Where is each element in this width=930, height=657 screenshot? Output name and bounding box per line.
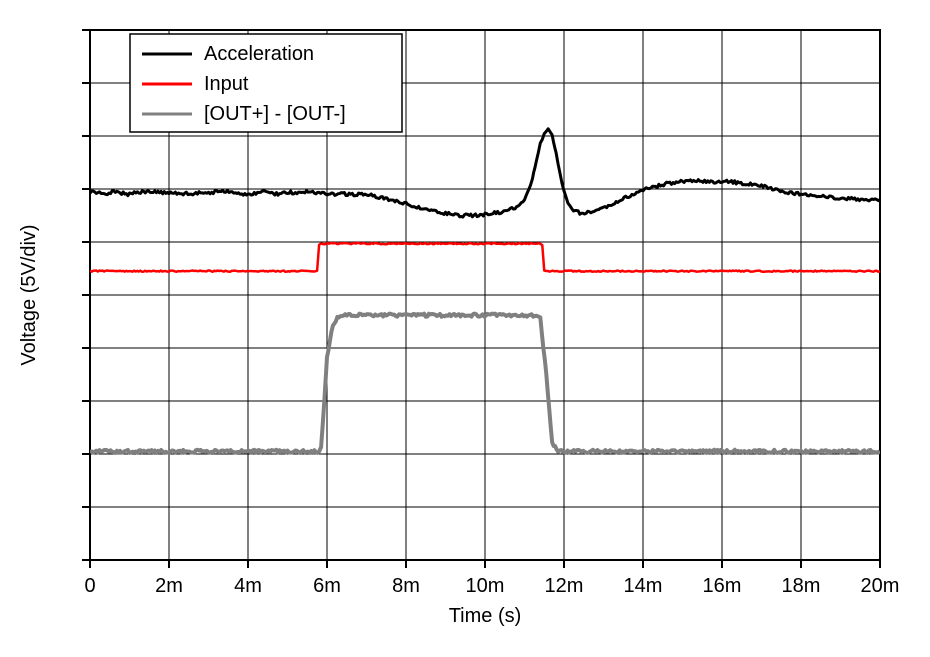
x-tick-label: 6m bbox=[313, 575, 341, 597]
legend-label: Acceleration bbox=[204, 43, 314, 65]
x-tick-label: 16m bbox=[703, 575, 742, 597]
x-tick-label: 2m bbox=[155, 575, 183, 597]
oscilloscope-chart: 0 2m 4m 6m 8m 10m 12m 14m 16m 18m 20m Acceleration I… bbox=[0, 0, 930, 657]
x-tick-label: 0 bbox=[84, 575, 95, 597]
y-axis-label: Voltage (5V/div) bbox=[18, 224, 40, 365]
x-axis-label: Time (s) bbox=[449, 605, 522, 627]
x-tick-label: 20m bbox=[861, 575, 900, 597]
legend-label: [OUT+] - [OUT-] bbox=[204, 103, 346, 125]
x-tick-label: 4m bbox=[234, 575, 262, 597]
x-tick-label: 12m bbox=[545, 575, 584, 597]
x-tick-label: 8m bbox=[392, 575, 420, 597]
x-tick-label: 18m bbox=[782, 575, 821, 597]
x-tick-label: 10m bbox=[466, 575, 505, 597]
x-tick-label: 14m bbox=[624, 575, 663, 597]
legend-label: Input bbox=[204, 73, 249, 95]
